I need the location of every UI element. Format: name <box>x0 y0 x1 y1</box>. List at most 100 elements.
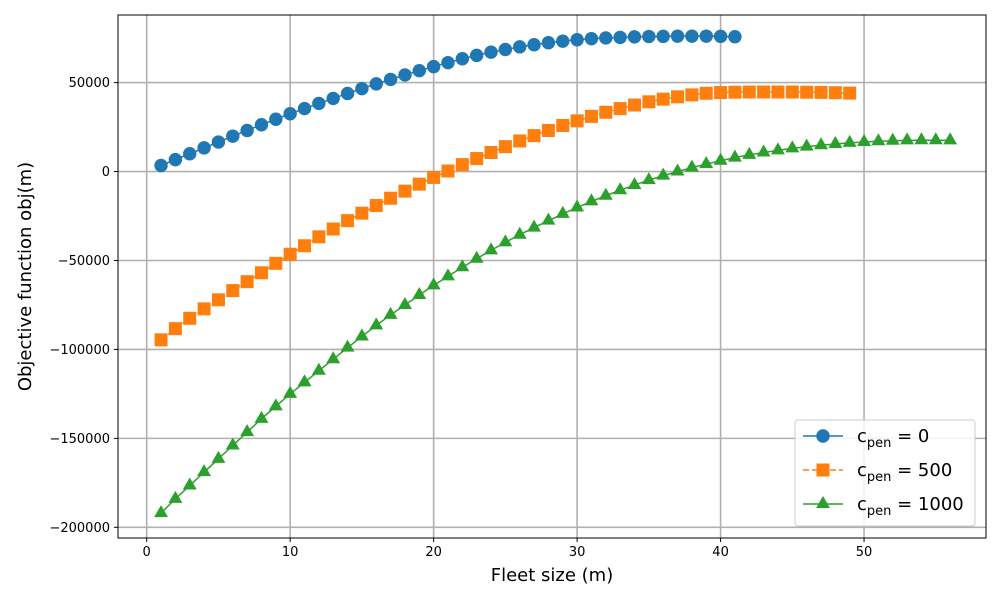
data-point <box>641 172 656 185</box>
data-point <box>254 118 269 132</box>
data-point <box>182 477 197 490</box>
data-point <box>312 96 326 111</box>
data-point <box>183 147 197 161</box>
data-point <box>814 137 828 150</box>
series-triangle <box>154 132 958 518</box>
grid-lines <box>118 15 986 538</box>
data-point <box>197 464 212 477</box>
data-point <box>527 219 542 232</box>
y-tick-label: −100000 <box>49 343 110 358</box>
data-point <box>412 177 426 191</box>
data-point <box>154 505 169 518</box>
data-point <box>699 156 714 169</box>
data-point <box>613 30 627 45</box>
y-tick-label: −200000 <box>49 521 110 536</box>
data-point <box>685 29 699 43</box>
data-point <box>484 242 498 255</box>
data-point <box>656 92 670 106</box>
data-point <box>570 199 585 212</box>
data-point <box>297 101 312 116</box>
data-point <box>871 133 886 146</box>
data-point <box>211 450 226 463</box>
data-point <box>598 187 613 200</box>
data-point <box>771 85 785 99</box>
data-point <box>828 86 842 100</box>
legend-marker <box>816 463 830 477</box>
data-point <box>455 52 470 66</box>
data-point <box>427 170 441 184</box>
data-point <box>642 95 656 109</box>
data-point <box>900 132 915 145</box>
legend-entry: cpen = 500 <box>803 460 952 485</box>
data-point <box>469 250 484 263</box>
data-point <box>283 385 298 398</box>
data-point <box>842 134 857 147</box>
x-tick-label: 10 <box>282 545 299 560</box>
x-tick-label: 20 <box>425 545 442 560</box>
data-point <box>599 105 613 119</box>
data-point <box>484 45 498 59</box>
data-point <box>685 88 699 102</box>
data-point <box>383 306 398 319</box>
data-point <box>398 68 412 82</box>
data-point <box>384 191 398 205</box>
data-point <box>168 490 183 503</box>
data-point <box>412 63 426 78</box>
legend-label: cpen = 1000 <box>857 494 964 519</box>
data-point <box>441 268 455 281</box>
y-axis-label: Objective function obj(m) <box>15 162 36 391</box>
data-point <box>714 86 728 100</box>
data-point <box>412 287 427 300</box>
data-point <box>814 85 828 99</box>
x-tick-label: 0 <box>143 545 151 560</box>
data-point <box>211 293 225 307</box>
data-point <box>728 85 742 99</box>
data-point <box>713 152 728 165</box>
data-point <box>843 86 857 100</box>
data-point <box>311 362 326 375</box>
data-point <box>512 226 527 239</box>
legend-marker <box>816 496 830 508</box>
legend-label: cpen = 500 <box>857 460 952 485</box>
data-point <box>154 158 168 173</box>
data-point <box>197 302 211 316</box>
data-point <box>570 33 584 47</box>
data-point <box>584 109 598 123</box>
data-point <box>340 86 355 101</box>
data-point <box>240 275 254 289</box>
data-point <box>498 234 513 247</box>
legend-label: cpen = 0 <box>857 426 929 451</box>
data-point <box>426 59 441 74</box>
data-point <box>484 146 498 160</box>
data-point <box>785 85 799 99</box>
data-point <box>340 339 355 352</box>
data-point <box>154 333 168 347</box>
legend-frame <box>794 419 976 527</box>
data-point <box>613 182 628 195</box>
data-point <box>727 149 742 162</box>
data-point <box>225 437 240 450</box>
data-point <box>627 98 641 112</box>
data-point <box>857 134 872 147</box>
data-point <box>541 123 555 137</box>
data-point <box>684 159 699 172</box>
y-tick-label: −150000 <box>49 432 110 447</box>
data-point <box>398 184 412 198</box>
data-point <box>168 152 183 167</box>
data-point <box>642 29 656 44</box>
data-point <box>240 123 254 138</box>
legend-marker <box>816 429 830 443</box>
data-point <box>513 134 527 148</box>
data-point <box>326 91 340 106</box>
series-circle <box>154 29 742 173</box>
data-point <box>226 129 240 143</box>
data-point <box>627 30 642 44</box>
data-point <box>599 31 613 45</box>
data-point <box>168 322 182 336</box>
data-point <box>742 85 756 99</box>
data-point <box>584 193 599 206</box>
data-point <box>627 177 642 190</box>
data-point <box>254 266 268 280</box>
data-point <box>613 102 627 116</box>
